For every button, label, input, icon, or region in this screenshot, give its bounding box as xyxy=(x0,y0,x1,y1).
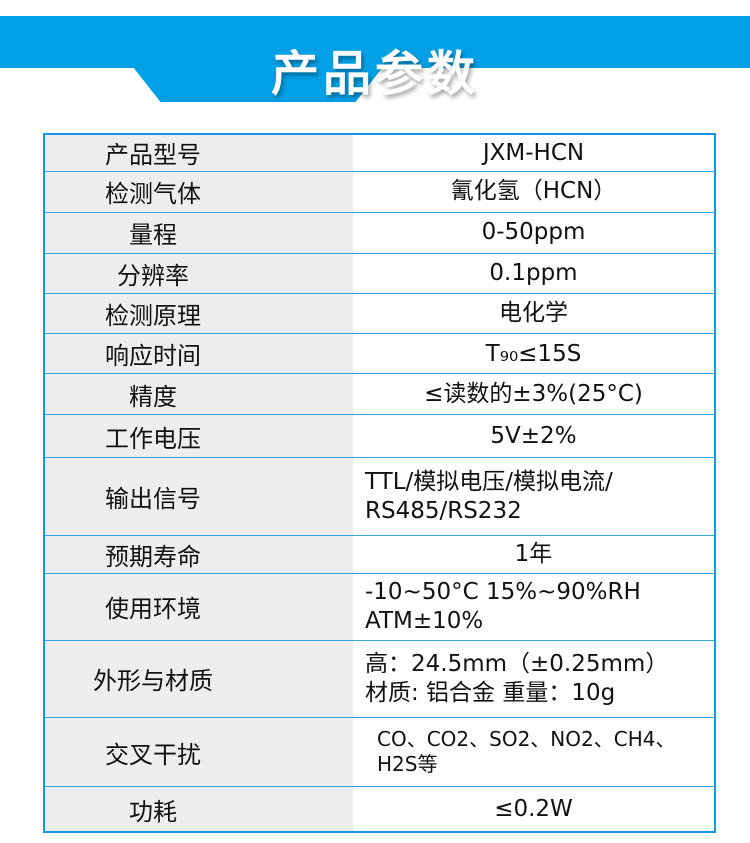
table-row: 产品型号 JXM-HCN xyxy=(45,135,714,172)
spec-label: 输出信号 xyxy=(45,458,353,535)
table-row: 响应时间 T₉₀≤15S xyxy=(45,334,714,375)
spec-table: 产品型号 JXM-HCN 检测气体 氰化氢（HCN） 量程 0-50ppm 分辨率 0.1pp… xyxy=(43,133,716,833)
spec-value: JXM-HCN xyxy=(482,139,585,166)
spec-value: 氰化氢（HCN） xyxy=(450,178,617,205)
spec-label: 交叉干扰 xyxy=(45,718,353,787)
spec-label: 预期寿命 xyxy=(45,535,353,573)
spec-value: 0.1ppm xyxy=(489,259,578,286)
spec-label: 检测原理 xyxy=(45,293,353,334)
spec-value: 电化学 xyxy=(499,300,568,327)
table-row: 使用环境 -10~50°C 15%~90%RH ATM±10% xyxy=(45,573,714,641)
spec-value: T₉₀≤15S xyxy=(485,340,582,367)
spec-value: 5V±2% xyxy=(490,422,577,449)
spec-label: 功耗 xyxy=(45,787,353,832)
table-row: 检测气体 氰化氢（HCN） xyxy=(45,171,714,213)
spec-value: ≤读数的±3%(25°C) xyxy=(424,380,643,407)
table-row: 外形与材质 高：24.5mm（±0.25mm） 材质: 铝合金 重量：10g xyxy=(45,640,714,719)
page-title: 产品参数 xyxy=(270,46,479,102)
spec-value: 0-50ppm xyxy=(481,219,586,246)
table-row: 分辨率 0.1ppm xyxy=(45,253,714,294)
spec-label: 分辨率 xyxy=(45,253,353,293)
spec-value: ≤0.2W xyxy=(494,795,573,822)
header-tab xyxy=(133,67,383,102)
spec-label: 外形与材质 xyxy=(45,640,353,718)
spec-value: CO、CO2、SO2、NO2、CH4、 H2S等 xyxy=(377,727,676,777)
spec-value: TTL/模拟电压/模拟电流/ RS485/RS232 xyxy=(365,468,613,524)
table-row: 检测原理 电化学 xyxy=(45,293,714,335)
spec-label: 产品型号 xyxy=(45,135,353,171)
spec-value: -10~50°C 15%~90%RH ATM±10% xyxy=(365,578,641,634)
header-banner xyxy=(0,16,750,68)
spec-value: 1年 xyxy=(514,540,553,567)
spec-value: 高：24.5mm（±0.25mm） 材质: 铝合金 重量：10g xyxy=(365,651,669,706)
table-row: 输出信号 TTL/模拟电压/模拟电流/ RS485/RS232 xyxy=(45,458,714,536)
spec-label: 工作电压 xyxy=(45,415,353,458)
table-row: 工作电压 5V±2% xyxy=(45,415,714,459)
spec-label: 精度 xyxy=(45,374,353,415)
table-row: 交叉干扰 CO、CO2、SO2、NO2、CH4、 H2S等 xyxy=(45,718,714,788)
spec-label: 检测气体 xyxy=(45,171,353,212)
table-row: 量程 0-50ppm xyxy=(45,212,714,254)
table-row: 精度 ≤读数的±3%(25°C) xyxy=(45,374,714,416)
table-row: 功耗 ≤0.2W xyxy=(45,787,714,832)
spec-label: 响应时间 xyxy=(45,334,353,374)
spec-label: 量程 xyxy=(45,212,353,253)
spec-label: 使用环境 xyxy=(45,573,353,640)
table-row: 预期寿命 1年 xyxy=(45,535,714,574)
